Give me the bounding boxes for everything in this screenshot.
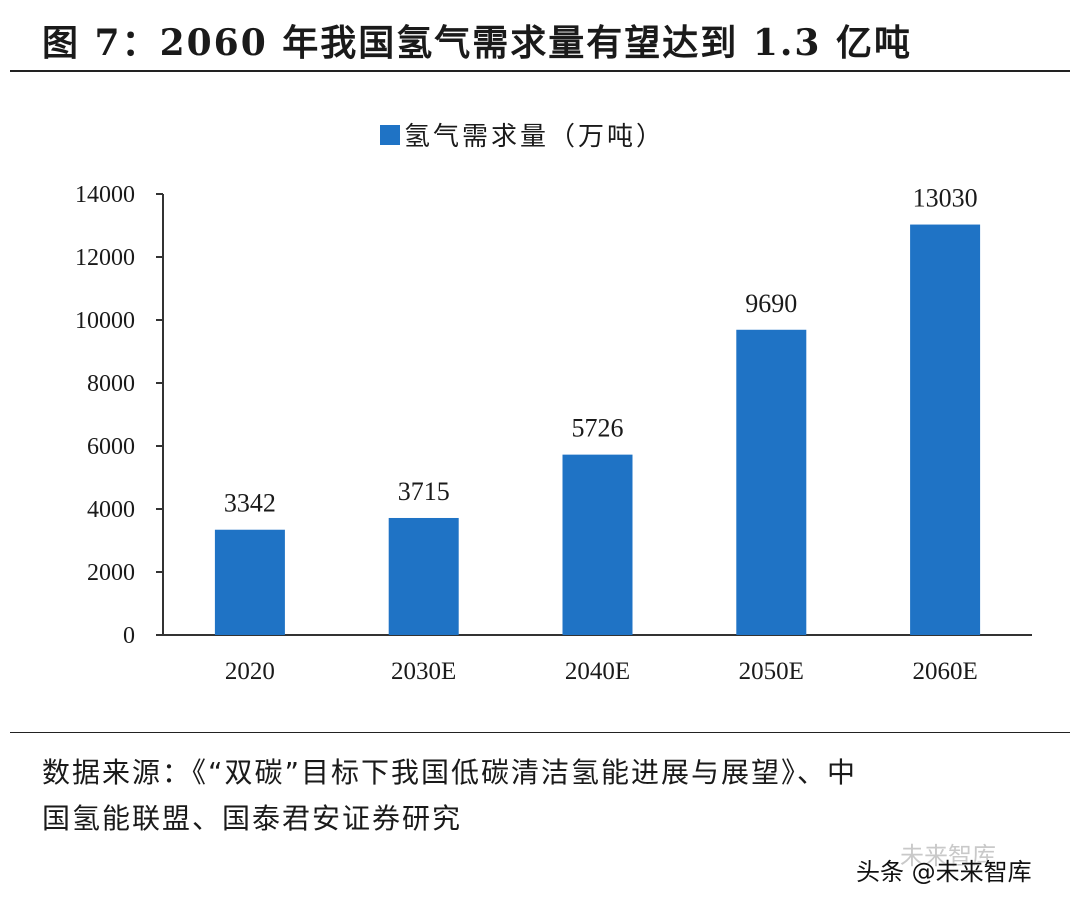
legend-label: 氢气需求量（万吨）	[404, 122, 666, 152]
watermark-faint: 未来智库	[900, 842, 996, 870]
x-tick-label: 2060E	[912, 658, 977, 685]
y-tick-label: 0	[123, 623, 135, 649]
source-note: 数据来源：《“双碳”目标下我国低碳清洁氢能进展与展望》、中 国氢能联盟、国泰君安…	[42, 750, 1062, 842]
source-line-1: 数据来源：《“双碳”目标下我国低碳清洁氢能进展与展望》、中	[42, 756, 858, 789]
data-label: 13030	[913, 184, 978, 213]
bar-2040E	[562, 454, 633, 635]
bar-2050E	[736, 329, 807, 635]
x-tick-label: 2040E	[565, 658, 630, 685]
bar-2030E	[388, 517, 459, 635]
bar-2020	[214, 529, 285, 635]
chart-legend: 氢气需求量（万吨）	[380, 116, 665, 153]
watermark: 头条 @未来智库	[856, 858, 1032, 886]
x-tick-label: 2020	[225, 658, 275, 685]
data-label: 5726	[572, 414, 624, 443]
y-tick-label: 8000	[87, 371, 135, 397]
bar-chart: 0 2000 4000 6000 8000 10000 12000 14000 3342 2020…	[75, 182, 1032, 685]
data-label: 3342	[224, 489, 276, 518]
y-tick-label: 6000	[87, 434, 135, 460]
y-tick-label: 4000	[87, 497, 135, 523]
y-tick-label: 10000	[75, 308, 135, 334]
title-divider	[10, 70, 1070, 72]
y-tick-label: 12000	[75, 245, 135, 271]
figure-title: 图 7：2060 年我国氢气需求量有望达到 1.3 亿吨	[42, 22, 913, 64]
legend-swatch	[380, 124, 400, 145]
data-label: 3715	[398, 477, 450, 506]
x-tick-label: 2050E	[739, 658, 804, 685]
source-line-2: 国氢能联盟、国泰君安证券研究	[42, 802, 463, 835]
y-tick-label: 14000	[75, 182, 135, 208]
source-divider	[10, 732, 1070, 733]
x-tick-label: 2030E	[391, 658, 456, 685]
bar-2060E	[910, 224, 981, 635]
data-label: 9690	[745, 289, 797, 318]
y-tick-label: 2000	[87, 560, 135, 586]
